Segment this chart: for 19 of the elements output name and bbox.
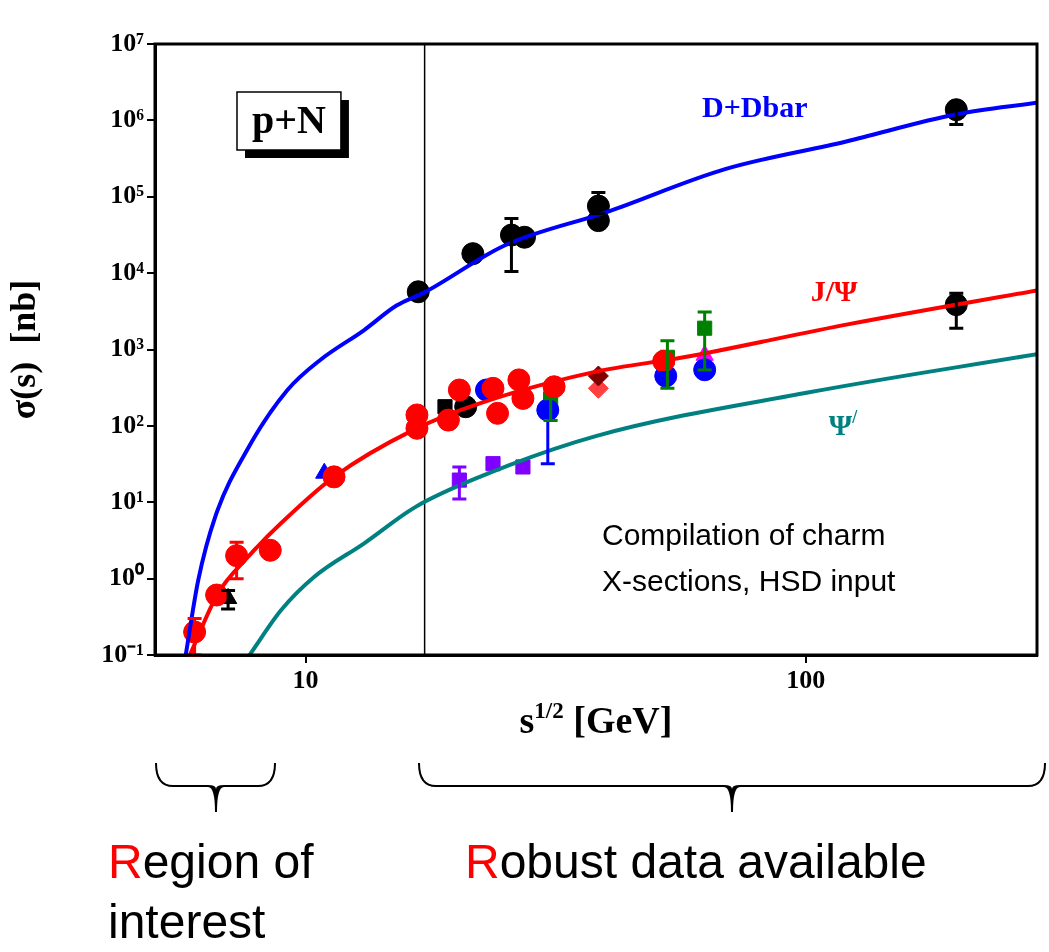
text: Robust data available xyxy=(465,834,928,890)
y-tick-label: 10⁷ xyxy=(110,27,145,57)
annotation: p+N xyxy=(252,97,327,143)
series-label: D+Dbar xyxy=(702,90,808,124)
y-tick-label: 10⁵ xyxy=(110,180,145,210)
y-tick-label: 10⁻¹ xyxy=(101,638,144,668)
y-tick-label: 10¹ xyxy=(110,485,144,515)
y-tick-label: 10⁰ xyxy=(109,562,145,592)
series-label: Ψ/ xyxy=(828,407,859,442)
y-tick-label: 10³ xyxy=(110,333,145,363)
series-label: J/Ψ xyxy=(810,273,859,307)
x-tick-label: 10 xyxy=(292,665,319,695)
annotation: Compilation of charm X-sections, HSD input xyxy=(602,518,897,597)
x-tick-label: 100 xyxy=(786,665,826,695)
y-tick-label: 10⁶ xyxy=(110,104,145,134)
y-tick-label: 10⁴ xyxy=(110,256,145,286)
y-tick-label: 10² xyxy=(110,409,145,439)
text: Region of interest xyxy=(108,834,315,950)
y-axis-title: σ(s) [nb] xyxy=(2,279,43,420)
